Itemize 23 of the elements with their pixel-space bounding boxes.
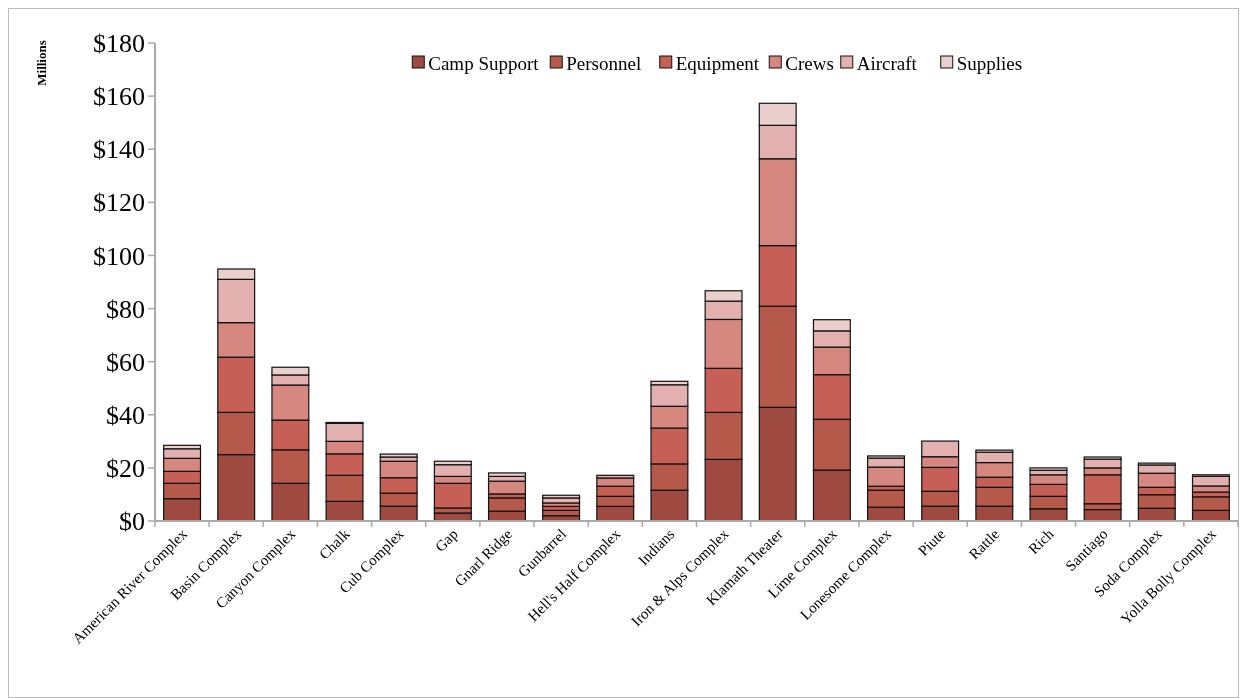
y-tick-label: $180 <box>93 29 145 59</box>
y-tick-label: $0 <box>119 507 145 537</box>
legend-label: Camp Support <box>428 52 540 74</box>
y-tick-label: $80 <box>106 294 145 324</box>
y-tick-label: $100 <box>93 241 145 271</box>
bar <box>1029 467 1068 471</box>
y-tick-label: $160 <box>93 82 145 112</box>
y-tick-label: $20 <box>106 453 145 483</box>
y-tick-label: $40 <box>106 400 145 430</box>
bar <box>379 453 418 458</box>
x-tick-label: Rich <box>1025 525 1057 558</box>
y-axis-title: Millions <box>34 40 49 86</box>
y-tick-label: $60 <box>106 347 145 377</box>
y-tick-label: $140 <box>93 135 145 165</box>
x-tick-label: Piute <box>915 525 949 559</box>
y-tick-label: $120 <box>93 188 145 218</box>
legend-label: Supplies <box>956 52 1023 74</box>
x-tick-label: Gap <box>431 525 461 555</box>
legend-label: Equipment <box>675 52 760 74</box>
bar <box>487 480 526 495</box>
legend-label: Aircraft <box>856 52 918 74</box>
legend-label: Personnel <box>566 52 642 74</box>
legend-label: Crews <box>785 52 834 74</box>
